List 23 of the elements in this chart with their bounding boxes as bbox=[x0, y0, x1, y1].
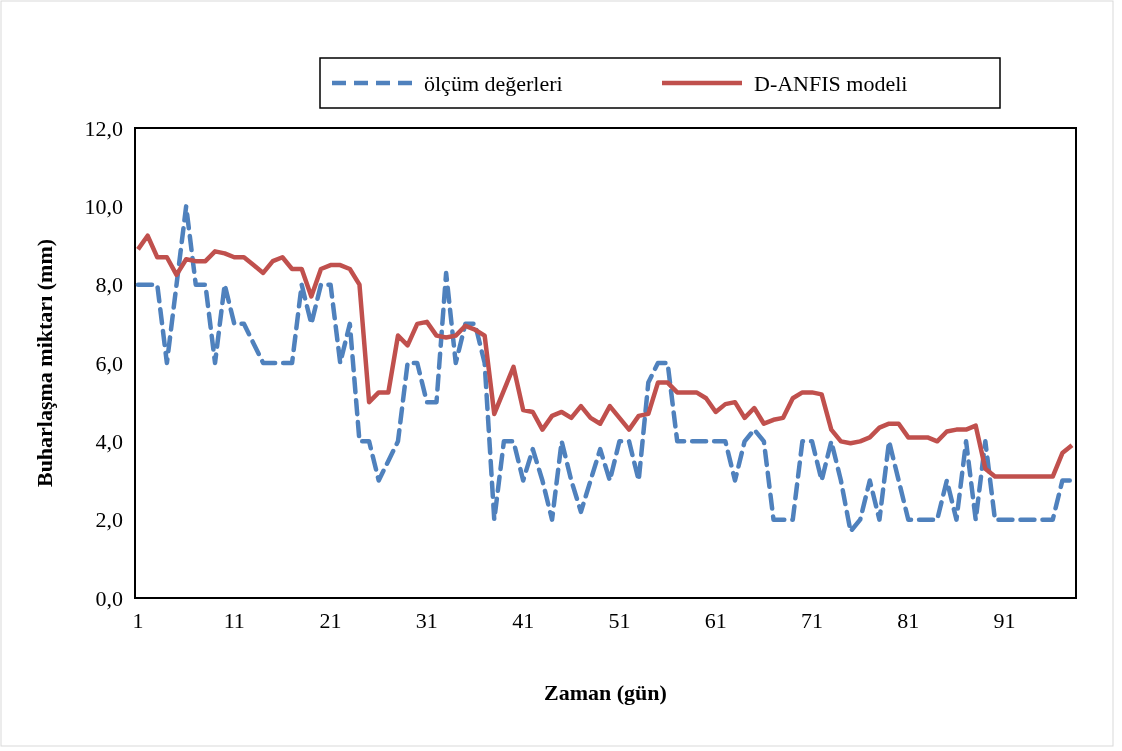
x-tick-label: 91 bbox=[993, 608, 1016, 633]
y-tick-label: 0,0 bbox=[95, 585, 123, 611]
line-series bbox=[135, 233, 1075, 479]
x-tick-label: 81 bbox=[897, 608, 920, 633]
x-tick-label: 11 bbox=[223, 608, 245, 633]
x-axis-title: Zaman (gün) bbox=[544, 680, 667, 705]
y-tick-label: 8,0 bbox=[95, 272, 123, 298]
x-tick-label: 41 bbox=[512, 608, 535, 633]
x-tick-label: 1 bbox=[132, 608, 144, 633]
x-tick-label: 61 bbox=[704, 608, 727, 633]
y-tick-label: 12,0 bbox=[84, 115, 123, 141]
y-axis-title: Buharlaşma miktarı (mm) bbox=[32, 238, 57, 488]
y-tick-label: 6,0 bbox=[95, 350, 123, 376]
x-tick-label: 71 bbox=[801, 608, 824, 633]
y-tick-label: 10,0 bbox=[84, 194, 123, 220]
line-series bbox=[135, 204, 1075, 534]
x-tick-label: 31 bbox=[415, 608, 438, 633]
x-tick-label: 51 bbox=[608, 608, 631, 633]
x-tick-label: 21 bbox=[319, 608, 342, 633]
y-tick-label: 2,0 bbox=[95, 507, 123, 533]
legend-label: D-ANFIS modeli bbox=[754, 70, 908, 96]
y-tick-label: 4,0 bbox=[95, 429, 123, 455]
legend-label: ölçüm değerleri bbox=[424, 70, 563, 96]
